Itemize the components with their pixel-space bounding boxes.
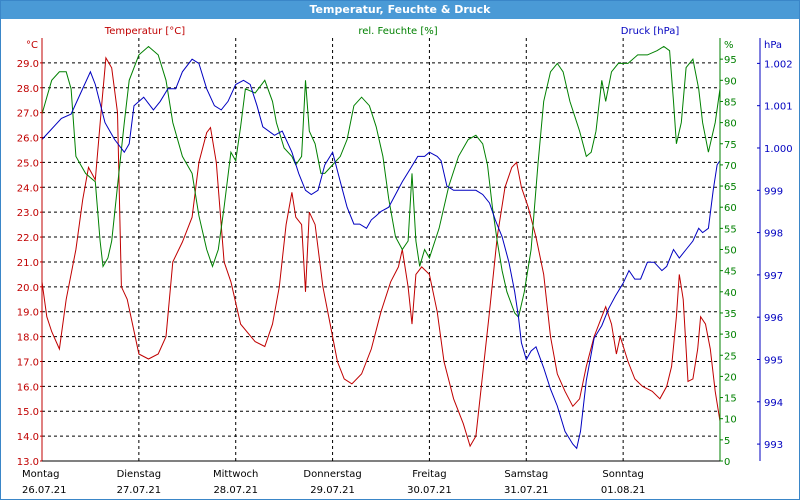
- date-label: 01.08.21: [601, 485, 646, 496]
- temperature-tick-label: 29.0: [17, 59, 39, 70]
- chart-labels: 13.0 14.0 15.0 16.0 17.0 18.0 19.0 20.0 21.0 22.0…: [17, 26, 793, 496]
- date-label: 27.07.21: [117, 485, 162, 496]
- window-title: Temperatur, Feuchte & Druck: [1, 1, 799, 19]
- temperature-tick-label: 16.0: [17, 382, 39, 393]
- humidity-tick-label: 25: [724, 351, 737, 362]
- chart-grid: [42, 38, 720, 462]
- temperature-tick-label: 20.0: [17, 283, 39, 294]
- humidity-tick-label: 95: [724, 55, 737, 66]
- date-label: 28.07.21: [213, 485, 258, 496]
- humidity-tick-label: 55: [724, 224, 737, 235]
- humidity-tick-label: 20: [724, 372, 737, 383]
- temperature-axis-label: Temperatur [°C]: [104, 26, 185, 37]
- temperature-tick-label: 27.0: [17, 109, 39, 120]
- temperature-tick-label: 19.0: [17, 308, 39, 319]
- humidity-tick-label: 85: [724, 97, 737, 108]
- day-label: Samstag: [504, 469, 548, 480]
- chart-frame: [41, 38, 761, 462]
- pressure-tick-label: 998: [764, 229, 783, 240]
- pressure-unit: hPa: [764, 40, 782, 51]
- humidity-tick-label: 30: [724, 330, 737, 341]
- humidity-unit: %: [724, 40, 734, 51]
- date-label: 26.07.21: [22, 485, 67, 496]
- humidity-tick-label: 80: [724, 119, 737, 130]
- day-label: Sonntag: [602, 469, 644, 480]
- humidity-tick-label: 60: [724, 203, 737, 214]
- date-label: 29.07.21: [310, 485, 355, 496]
- pressure-tick-label: 999: [764, 186, 783, 197]
- pressure-tick-label: 996: [764, 313, 783, 324]
- date-label: 30.07.21: [407, 485, 452, 496]
- temperature-tick-label: 28.0: [17, 84, 39, 95]
- temperature-tick-label: 15.0: [17, 407, 39, 418]
- temperature-tick-label: 22.0: [17, 233, 39, 244]
- day-label: Donnerstag: [303, 469, 361, 480]
- series-line-pressure: [41, 58, 721, 450]
- day-label: Dienstag: [117, 469, 162, 480]
- humidity-tick-label: 70: [724, 161, 737, 172]
- series-line-temperature: [41, 56, 721, 448]
- humidity-tick-label: 0: [724, 457, 730, 468]
- chart-series: [41, 45, 721, 450]
- temperature-unit: °C: [26, 40, 38, 51]
- humidity-tick-label: 65: [724, 182, 737, 193]
- temperature-tick-label: 18.0: [17, 333, 39, 344]
- date-label: 31.07.21: [504, 485, 549, 496]
- pressure-tick-label: 1.001: [764, 102, 793, 113]
- humidity-tick-label: 75: [724, 140, 737, 151]
- pressure-tick-label: 994: [764, 398, 783, 409]
- temperature-tick-label: 21.0: [17, 258, 39, 269]
- temperature-tick-label: 25.0: [17, 158, 39, 169]
- pressure-tick-label: 1.000: [764, 144, 793, 155]
- temperature-tick-label: 24.0: [17, 183, 39, 194]
- humidity-tick-label: 90: [724, 76, 737, 87]
- humidity-axis-label: rel. Feuchte [%]: [358, 26, 437, 37]
- humidity-tick-label: 50: [724, 246, 737, 257]
- series-line-humidity: [41, 45, 721, 319]
- humidity-tick-label: 45: [724, 267, 737, 278]
- temperature-tick-label: 17.0: [17, 357, 39, 368]
- day-label: Freitag: [412, 469, 446, 480]
- pressure-tick-label: 993: [764, 440, 783, 451]
- temperature-tick-label: 13.0: [17, 457, 39, 468]
- temperature-tick-label: 26.0: [17, 134, 39, 145]
- temperature-tick-label: 14.0: [17, 432, 39, 443]
- pressure-tick-label: 997: [764, 271, 783, 282]
- humidity-tick-label: 5: [724, 436, 730, 447]
- pressure-axis-label: Druck [hPa]: [621, 26, 680, 37]
- pressure-tick-label: 995: [764, 355, 783, 366]
- humidity-tick-label: 15: [724, 394, 737, 405]
- day-label: Mittwoch: [213, 469, 258, 480]
- humidity-tick-label: 35: [724, 309, 737, 320]
- day-label: Montag: [22, 469, 59, 480]
- temperature-tick-label: 23.0: [17, 208, 39, 219]
- humidity-tick-label: 40: [724, 288, 737, 299]
- humidity-tick-label: 10: [724, 415, 737, 426]
- pressure-tick-label: 1.002: [764, 59, 793, 70]
